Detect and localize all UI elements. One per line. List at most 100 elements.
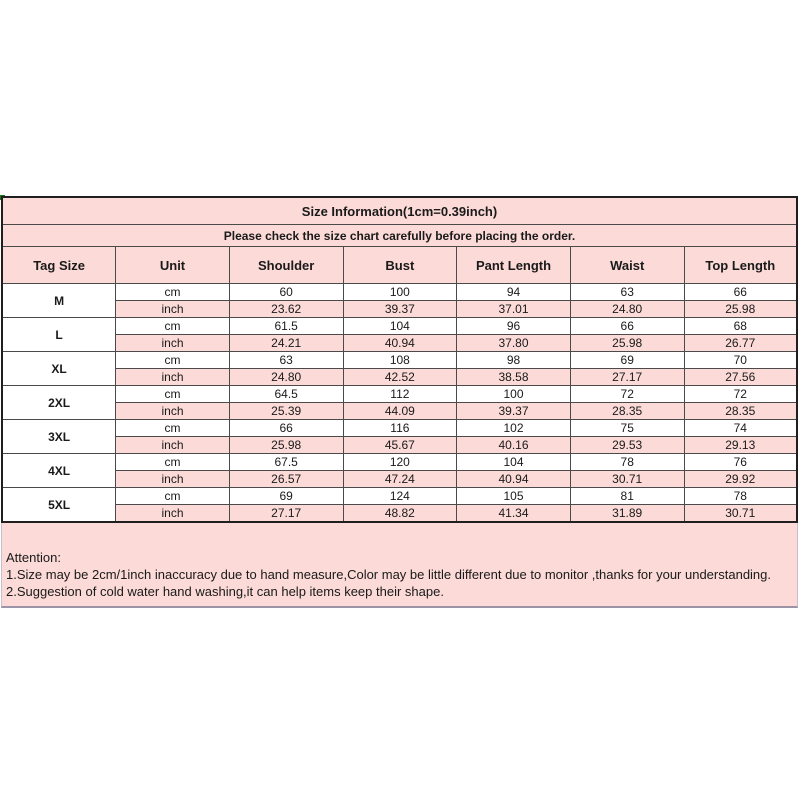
value-cell: 67.5 (228, 453, 344, 471)
value-cell: 69 (569, 351, 685, 369)
table-subtitle-row: Please check the size chart carefully be… (1, 224, 798, 247)
unit-label-cm: cm (115, 453, 230, 471)
size-table: Size Information(1cm=0.39inch) Please ch… (1, 196, 798, 523)
unit-label-cm: cm (115, 351, 230, 369)
value-cell: 78 (569, 453, 685, 471)
value-cell: 78 (683, 487, 798, 505)
value-cell: 64.5 (228, 385, 344, 403)
unit-label-cm: cm (115, 385, 230, 403)
value-cell: 29.92 (683, 470, 798, 488)
value-cell: 25.98 (569, 334, 685, 352)
column-header-pant-length: Pant Length (456, 246, 571, 284)
value-cell: 30.71 (569, 470, 685, 488)
value-cell: 30.71 (683, 504, 798, 523)
value-cell: 24.80 (569, 300, 685, 318)
value-cell: 24.21 (228, 334, 344, 352)
value-cell: 25.39 (228, 402, 344, 420)
attention-heading: Attention: (6, 550, 61, 565)
value-cell: 29.53 (569, 436, 685, 454)
value-cell: 81 (569, 487, 685, 505)
value-cell: 41.34 (456, 504, 571, 523)
value-cell: 68 (683, 317, 798, 335)
value-cell: 31.89 (569, 504, 685, 523)
column-header-row: Tag Size Unit Shoulder Bust Pant Length Waist… (1, 246, 798, 284)
column-header-bust: Bust (342, 246, 458, 284)
value-cell: 98 (456, 351, 571, 369)
column-header-tag-size: Tag Size (1, 246, 117, 284)
value-cell: 66 (569, 317, 685, 335)
unit-label-cm: cm (115, 419, 230, 437)
unit-label-inch: inch (115, 504, 230, 523)
value-cell: 100 (342, 283, 458, 301)
value-cell: 38.58 (456, 368, 571, 386)
value-cell: 72 (569, 385, 685, 403)
column-header-top-length: Top Length (683, 246, 798, 284)
value-cell: 25.98 (683, 300, 798, 318)
value-cell: 69 (228, 487, 344, 505)
size-table-head: Size Information(1cm=0.39inch) Please ch… (1, 196, 798, 284)
value-cell: 27.17 (228, 504, 344, 523)
unit-label-cm: cm (115, 317, 230, 335)
table-row-3xl-cm: 3XL cm 66 116 102 75 74 (1, 419, 798, 454)
unit-label-inch: inch (115, 470, 230, 488)
value-cell: 112 (342, 385, 458, 403)
value-cell: 29.13 (683, 436, 798, 454)
value-cell: 39.37 (456, 402, 571, 420)
unit-label-inch: inch (115, 402, 230, 420)
value-cell: 25.98 (228, 436, 344, 454)
value-cell: 37.80 (456, 334, 571, 352)
unit-label-inch: inch (115, 436, 230, 454)
table-title: Size Information(1cm=0.39inch) (1, 196, 798, 225)
table-subtitle: Please check the size chart carefully be… (1, 224, 798, 247)
value-cell: 66 (228, 419, 344, 437)
table-row-4xl-inch: inch 26.57 47.24 40.94 30.71 29.92 (2, 470, 798, 488)
value-cell: 48.82 (342, 504, 458, 523)
size-label-2xl: 2XL (1, 385, 117, 420)
value-cell: 102 (456, 419, 571, 437)
table-row-l-inch: inch 24.21 40.94 37.80 25.98 26.77 (2, 334, 798, 352)
value-cell: 28.35 (569, 402, 685, 420)
value-cell: 42.52 (342, 368, 458, 386)
unit-label-inch: inch (115, 368, 230, 386)
value-cell: 61.5 (228, 317, 344, 335)
value-cell: 60 (228, 283, 344, 301)
size-label-m: M (1, 283, 117, 318)
value-cell: 63 (228, 351, 344, 369)
unit-label-inch: inch (115, 334, 230, 352)
attention-line-2: 2.Suggestion of cold water hand washing,… (6, 584, 444, 599)
size-label-l: L (1, 317, 117, 352)
attention-line-1: 1.Size may be 2cm/1inch inaccuracy due t… (6, 567, 772, 582)
table-row-3xl-inch: inch 25.98 45.67 40.16 29.53 29.13 (2, 436, 798, 454)
table-row-xl-inch: inch 24.80 42.52 38.58 27.17 27.56 (2, 368, 798, 386)
value-cell: 27.17 (569, 368, 685, 386)
column-header-waist: Waist (569, 246, 685, 284)
value-cell: 39.37 (342, 300, 458, 318)
value-cell: 27.56 (683, 368, 798, 386)
value-cell: 23.62 (228, 300, 344, 318)
size-label-4xl: 4XL (1, 453, 117, 488)
table-row-2xl-cm: 2XL cm 64.5 112 100 72 72 (1, 385, 798, 420)
value-cell: 100 (456, 385, 571, 403)
attention-note: Attention: 1.Size may be 2cm/1inch inacc… (1, 523, 798, 608)
value-cell: 104 (342, 317, 458, 335)
unit-label-cm: cm (115, 487, 230, 505)
table-row-5xl-inch: inch 27.17 48.82 41.34 31.89 30.71 (2, 504, 798, 523)
value-cell: 120 (342, 453, 458, 471)
value-cell: 45.67 (342, 436, 458, 454)
value-cell: 72 (683, 385, 798, 403)
table-row-2xl-inch: inch 25.39 44.09 39.37 28.35 28.35 (2, 402, 798, 420)
value-cell: 63 (569, 283, 685, 301)
value-cell: 40.16 (456, 436, 571, 454)
value-cell: 66 (683, 283, 798, 301)
table-row-m-inch: inch 23.62 39.37 37.01 24.80 25.98 (2, 300, 798, 318)
unit-label-inch: inch (115, 300, 230, 318)
value-cell: 40.94 (342, 334, 458, 352)
value-cell: 75 (569, 419, 685, 437)
size-label-xl: XL (1, 351, 117, 386)
value-cell: 116 (342, 419, 458, 437)
value-cell: 47.24 (342, 470, 458, 488)
size-chart-sheet: Size Information(1cm=0.39inch) Please ch… (1, 196, 798, 608)
value-cell: 108 (342, 351, 458, 369)
